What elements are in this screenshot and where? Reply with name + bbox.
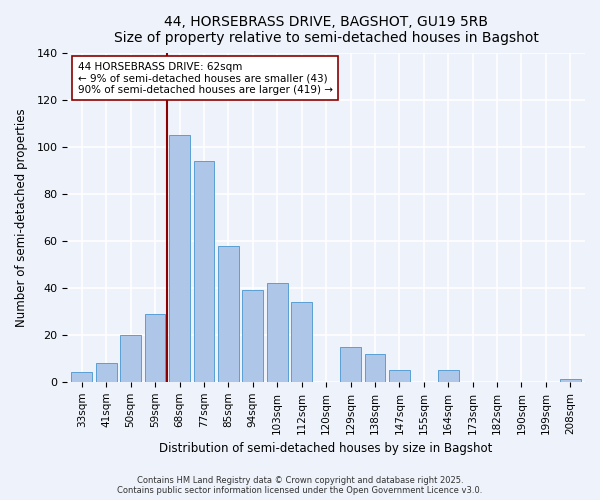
Bar (389, 370, 410, 382)
Bar (365, 354, 385, 382)
Text: 44 HORSEBRASS DRIVE: 62sqm
← 9% of semi-detached houses are smaller (43)
90% of : 44 HORSEBRASS DRIVE: 62sqm ← 9% of semi-… (77, 62, 332, 94)
Text: Contains HM Land Registry data © Crown copyright and database right 2025.
Contai: Contains HM Land Registry data © Crown c… (118, 476, 482, 495)
Bar (121, 335, 141, 382)
Bar (291, 302, 312, 382)
X-axis label: Distribution of semi-detached houses by size in Bagshot: Distribution of semi-detached houses by … (160, 442, 493, 455)
Y-axis label: Number of semi-detached properties: Number of semi-detached properties (15, 108, 28, 327)
Bar (242, 290, 263, 382)
Bar (169, 136, 190, 382)
Bar (267, 284, 287, 382)
Bar (96, 363, 116, 382)
Bar (340, 346, 361, 382)
Bar (218, 246, 239, 382)
Bar (560, 380, 581, 382)
Bar (71, 372, 92, 382)
Bar (194, 161, 214, 382)
Bar (145, 314, 166, 382)
Title: 44, HORSEBRASS DRIVE, BAGSHOT, GU19 5RB
Size of property relative to semi-detach: 44, HORSEBRASS DRIVE, BAGSHOT, GU19 5RB … (113, 15, 539, 45)
Bar (438, 370, 458, 382)
